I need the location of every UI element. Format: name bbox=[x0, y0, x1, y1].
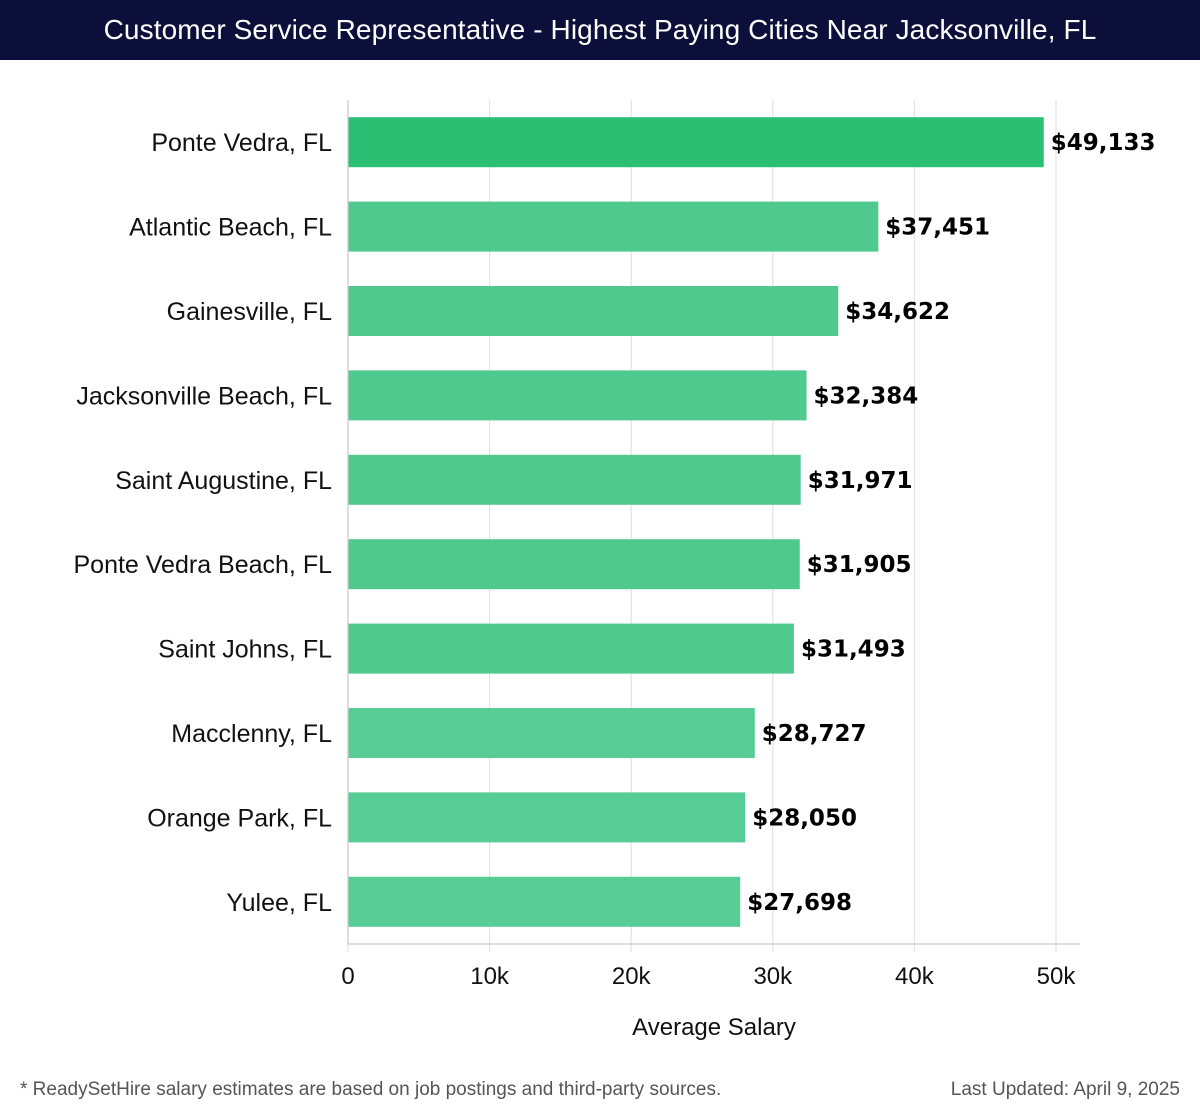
x-tick-label: 0 bbox=[341, 963, 354, 990]
x-axis: 0 10k 20k 30k 40k 50k bbox=[341, 100, 1080, 990]
category-label: Macclenny, FL bbox=[171, 720, 332, 748]
bars: Ponte Vedra, FL $49,133 Atlantic Beach, FL… bbox=[73, 117, 1155, 927]
bar-saint-johns-fl bbox=[348, 623, 794, 674]
value-label: $28,727 bbox=[762, 721, 867, 747]
bar-orange-park-fl bbox=[348, 792, 746, 843]
x-tick-label: 20k bbox=[612, 963, 652, 990]
x-tick-label: 40k bbox=[895, 963, 935, 990]
category-label: Jacksonville Beach, FL bbox=[76, 382, 332, 410]
category-label: Saint Augustine, FL bbox=[115, 467, 332, 495]
bar-ponte-vedra-fl bbox=[348, 117, 1044, 168]
bar-chart: Ponte Vedra, FL $49,133 Atlantic Beach, FL… bbox=[73, 100, 1155, 1041]
value-label: $31,493 bbox=[801, 637, 906, 663]
value-label: $28,050 bbox=[752, 805, 857, 831]
bar-saint-augustine-fl bbox=[348, 454, 801, 505]
value-label: $34,622 bbox=[845, 299, 950, 325]
footer-note: * ReadySetHire salary estimates are base… bbox=[20, 1079, 722, 1100]
bar-gainesville-fl bbox=[348, 286, 839, 336]
x-tick-label: 10k bbox=[470, 963, 510, 990]
bar-ponte-vedra-beach-fl bbox=[348, 539, 800, 590]
x-axis-title: Average Salary bbox=[632, 1014, 796, 1041]
x-tick-label: 30k bbox=[753, 963, 793, 990]
value-label: $49,133 bbox=[1051, 130, 1156, 156]
chart-title: Customer Service Representative - Highes… bbox=[0, 0, 1200, 60]
bar-yulee-fl bbox=[348, 876, 741, 927]
value-label: $31,905 bbox=[807, 552, 912, 578]
category-label: Ponte Vedra Beach, FL bbox=[73, 551, 332, 579]
x-tick-label: 50k bbox=[1037, 963, 1077, 990]
category-label: Saint Johns, FL bbox=[158, 636, 332, 664]
bar-jacksonville-beach-fl bbox=[348, 370, 807, 421]
category-label: Ponte Vedra, FL bbox=[151, 129, 332, 157]
bar-atlantic-beach-fl bbox=[348, 201, 879, 252]
bar-macclenny-fl bbox=[348, 708, 755, 758]
category-label: Atlantic Beach, FL bbox=[129, 214, 332, 242]
category-label: Orange Park, FL bbox=[147, 804, 332, 832]
value-label: $31,971 bbox=[808, 468, 913, 494]
value-label: $27,698 bbox=[747, 890, 852, 916]
value-label: $37,451 bbox=[885, 215, 990, 241]
category-label: Gainesville, FL bbox=[167, 298, 332, 326]
last-updated: Last Updated: April 9, 2025 bbox=[950, 1079, 1180, 1100]
value-label: $32,384 bbox=[814, 383, 919, 409]
category-label: Yulee, FL bbox=[226, 889, 332, 917]
